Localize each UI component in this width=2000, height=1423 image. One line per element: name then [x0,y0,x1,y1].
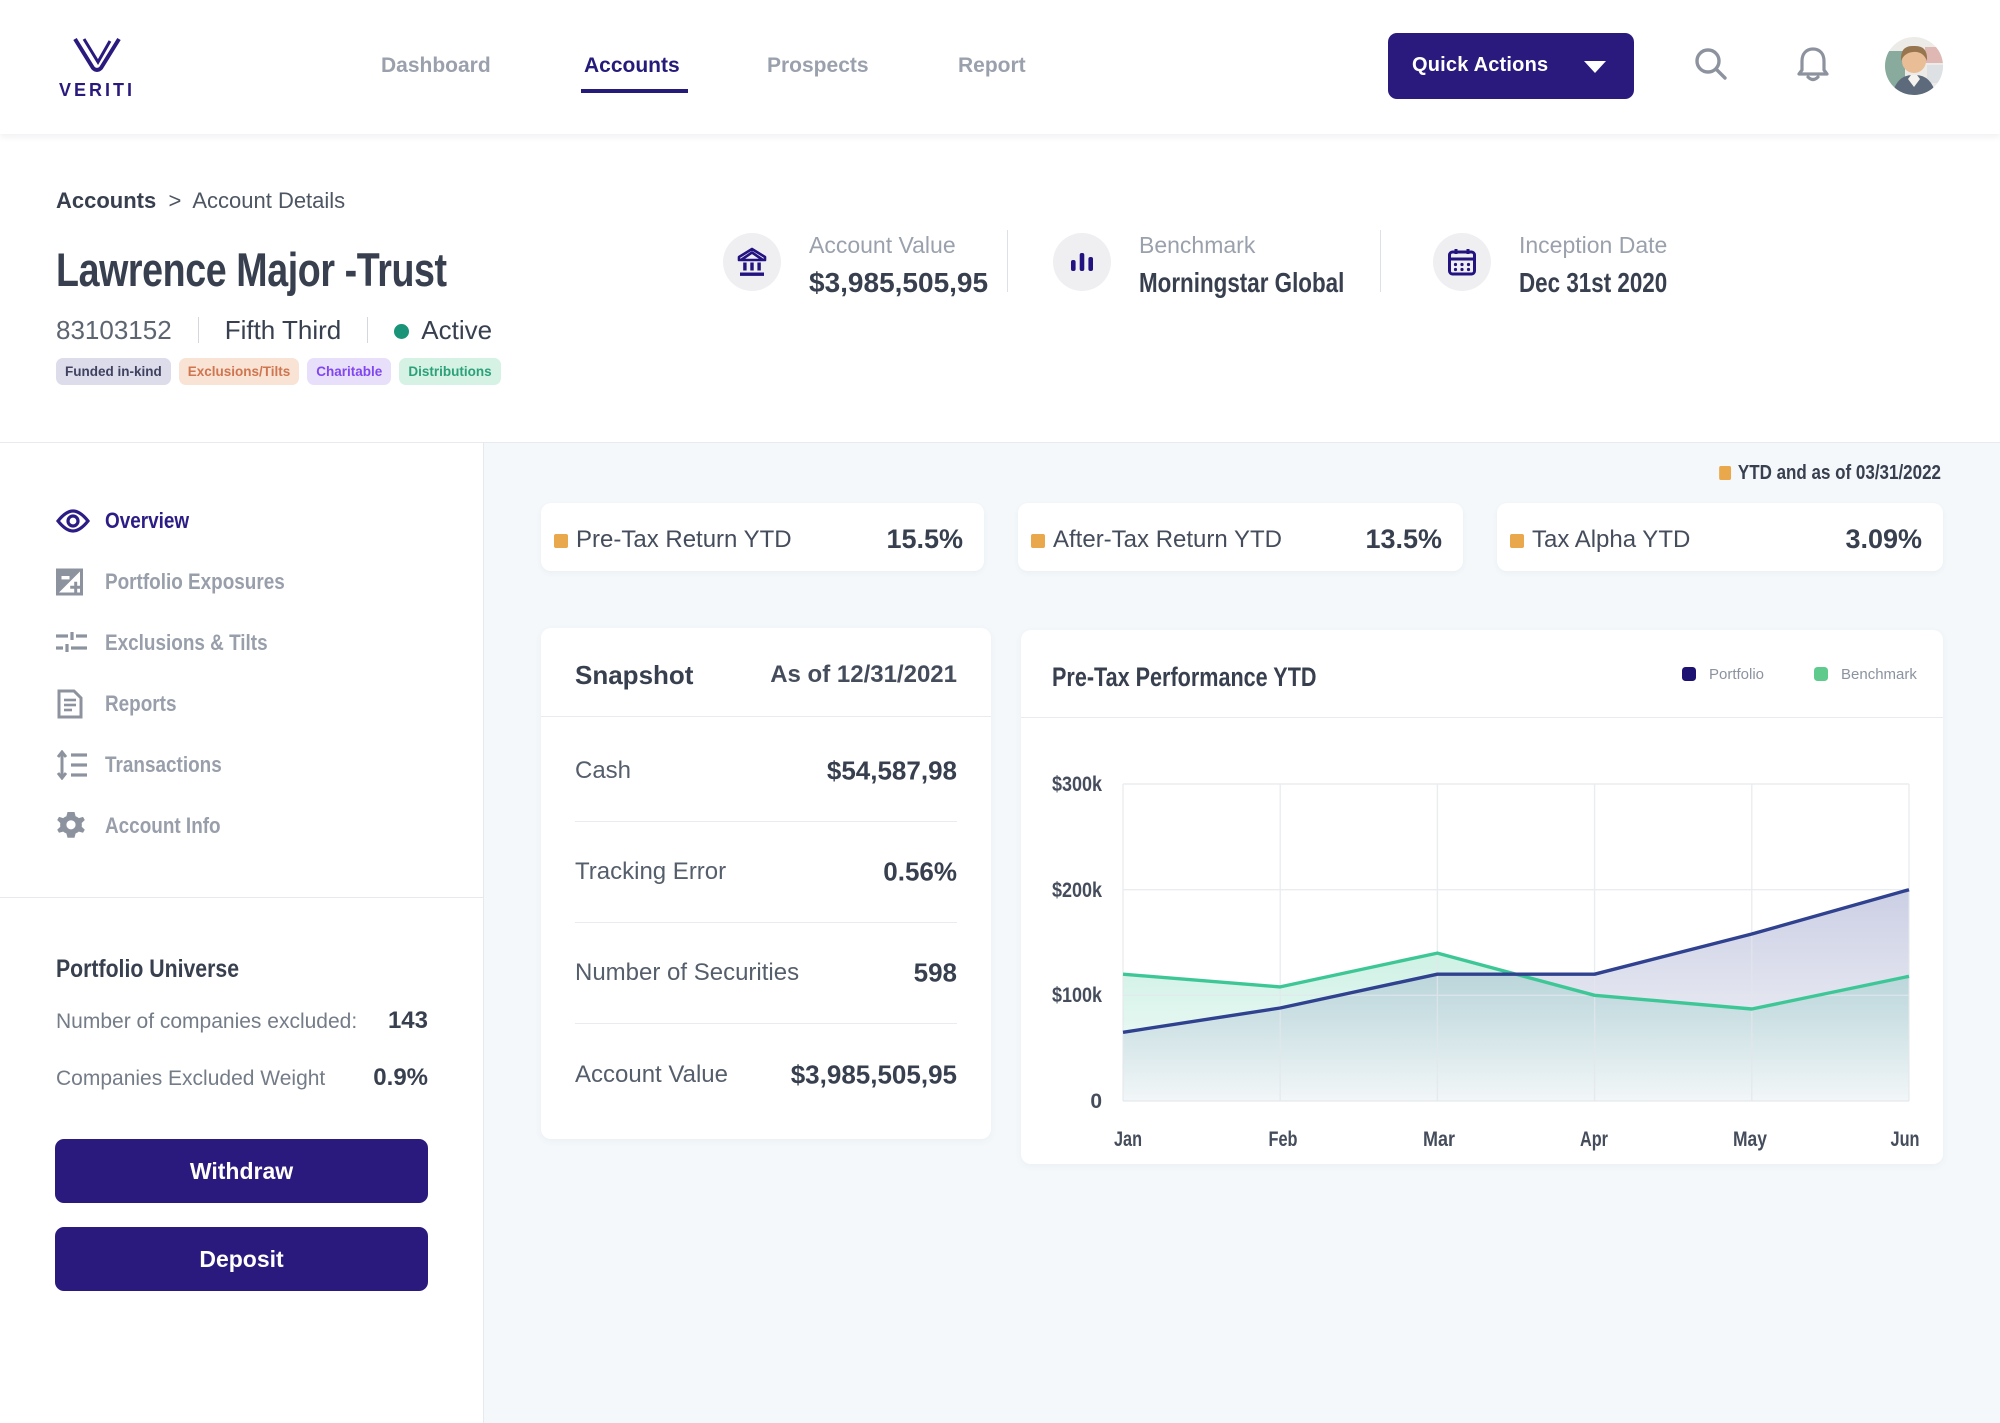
svg-text:Jan: Jan [1114,1128,1142,1151]
svg-text:Jun: Jun [1891,1128,1920,1151]
svg-text:0: 0 [1090,1090,1102,1113]
svg-text:$100k: $100k [1052,984,1102,1007]
svg-text:May: May [1733,1128,1767,1151]
svg-text:$300k: $300k [1052,773,1102,796]
svg-text:Apr: Apr [1580,1128,1608,1151]
svg-text:$200k: $200k [1052,879,1102,902]
svg-text:Feb: Feb [1269,1128,1298,1151]
svg-text:Mar: Mar [1423,1128,1455,1151]
